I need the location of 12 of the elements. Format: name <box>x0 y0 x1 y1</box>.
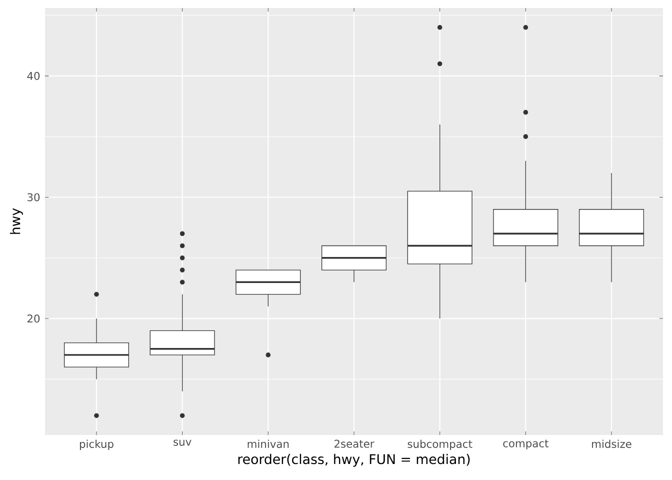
x-tick-label: suv <box>174 440 192 446</box>
y-axis-title: hwy <box>10 208 23 234</box>
y-tick-label: 40 <box>27 72 40 80</box>
x-axis-title: reorder(class, hwy, FUN = median) <box>238 454 470 467</box>
x-tick-label: 2seater <box>334 440 374 448</box>
x-tick-label: compact <box>503 440 548 450</box>
y-tick-label: 30 <box>28 193 40 202</box>
x-tick-label: minivan <box>248 440 289 448</box>
x-tick-label: pickup <box>80 440 114 450</box>
y-tick-label: 20 <box>27 314 40 323</box>
x-tick-label: subcompact <box>408 440 472 450</box>
x-tick-label: midsize <box>592 440 632 448</box>
